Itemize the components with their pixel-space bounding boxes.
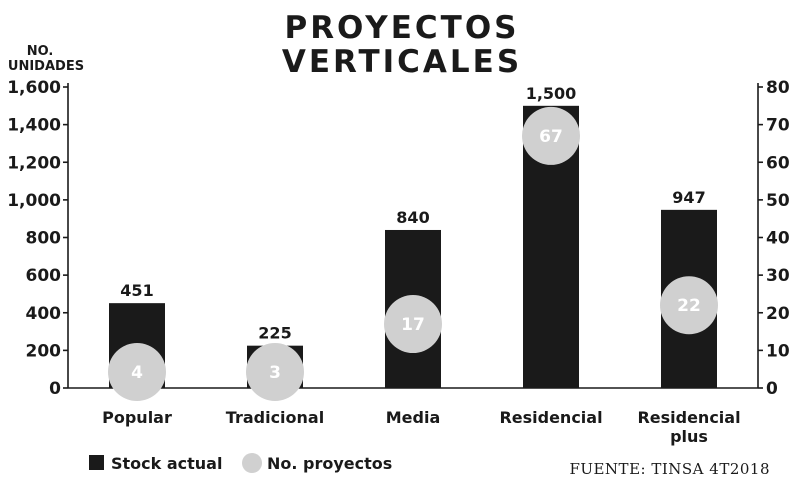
chart-title-line1: PROYECTOS bbox=[284, 10, 519, 46]
left-tick-label: 200 bbox=[26, 341, 62, 361]
dot-proyectos bbox=[246, 343, 304, 401]
left-tick-label: 600 bbox=[26, 266, 62, 286]
bar-value-label: 947 bbox=[672, 188, 705, 207]
left-tick-label: 0 bbox=[49, 379, 61, 399]
category-labels: Popular Tradicional Media Residencial Reside… bbox=[102, 408, 740, 446]
right-tick-label: 20 bbox=[766, 304, 790, 324]
dot-proyectos bbox=[660, 276, 718, 335]
category-label: Media bbox=[386, 408, 441, 427]
right-tick-label: 30 bbox=[766, 266, 790, 286]
right-tick-label: 40 bbox=[766, 229, 790, 249]
right-tick-label: 0 bbox=[766, 379, 778, 399]
bar-value-labels: 451 225 840 1,500 947 bbox=[120, 84, 705, 343]
y-axis-label-line2: UNIDADES bbox=[8, 59, 84, 74]
dot-value-label: 17 bbox=[401, 315, 425, 335]
right-tick-label: 10 bbox=[766, 341, 790, 361]
bar-value-label: 451 bbox=[120, 281, 153, 300]
dot-proyectos bbox=[384, 295, 442, 354]
right-tick-label: 60 bbox=[766, 153, 790, 173]
y-axis-label-line1: NO. bbox=[27, 44, 54, 59]
left-tick-label: 400 bbox=[26, 304, 62, 324]
dot-value-label: 22 bbox=[677, 296, 701, 316]
category-label: Residencial bbox=[637, 408, 740, 427]
dot-proyectos bbox=[522, 106, 580, 165]
legend-swatch-stock bbox=[89, 455, 104, 470]
left-tick-label: 1,200 bbox=[7, 153, 61, 173]
legend-swatch-proyectos bbox=[242, 453, 262, 473]
category-label: Residencial bbox=[499, 408, 602, 427]
legend-label-stock: Stock actual bbox=[111, 454, 222, 473]
legend: Stock actual No. proyectos bbox=[89, 453, 392, 473]
source-note: FUENTE: TINSA 4T2018 bbox=[569, 460, 770, 478]
dot-value-label: 4 bbox=[131, 363, 143, 383]
dot-proyectos bbox=[108, 343, 166, 401]
left-axis-ticks: 0 200 400 600 800 1,000 1,200 1,400 1,600 bbox=[7, 78, 68, 399]
left-tick-label: 1,400 bbox=[7, 116, 61, 136]
category-label: Tradicional bbox=[226, 408, 324, 427]
left-tick-label: 1,000 bbox=[7, 191, 61, 211]
right-axis-ticks: 0 10 20 30 40 50 60 70 80 bbox=[758, 78, 790, 399]
bar-value-label: 840 bbox=[396, 208, 429, 227]
right-tick-label: 50 bbox=[766, 191, 790, 211]
right-tick-label: 70 bbox=[766, 116, 790, 136]
chart-title-line2: VERTICALES bbox=[282, 44, 522, 80]
category-label: Popular bbox=[102, 408, 172, 427]
dot-value-label: 67 bbox=[539, 127, 563, 147]
project-dots: 4 3 17 67 22 bbox=[108, 106, 718, 401]
left-tick-label: 1,600 bbox=[7, 78, 61, 98]
right-tick-label: 80 bbox=[766, 78, 790, 98]
category-label-line2: plus bbox=[670, 427, 708, 446]
bar-value-label: 1,500 bbox=[526, 84, 577, 103]
left-tick-label: 800 bbox=[26, 229, 62, 249]
legend-label-proyectos: No. proyectos bbox=[267, 454, 392, 473]
dot-value-label: 3 bbox=[269, 363, 281, 383]
bar-value-label: 225 bbox=[258, 324, 291, 343]
